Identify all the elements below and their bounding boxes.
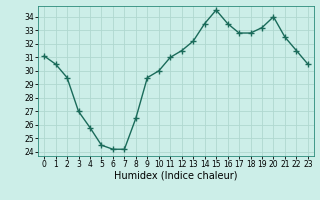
X-axis label: Humidex (Indice chaleur): Humidex (Indice chaleur) (114, 171, 238, 181)
